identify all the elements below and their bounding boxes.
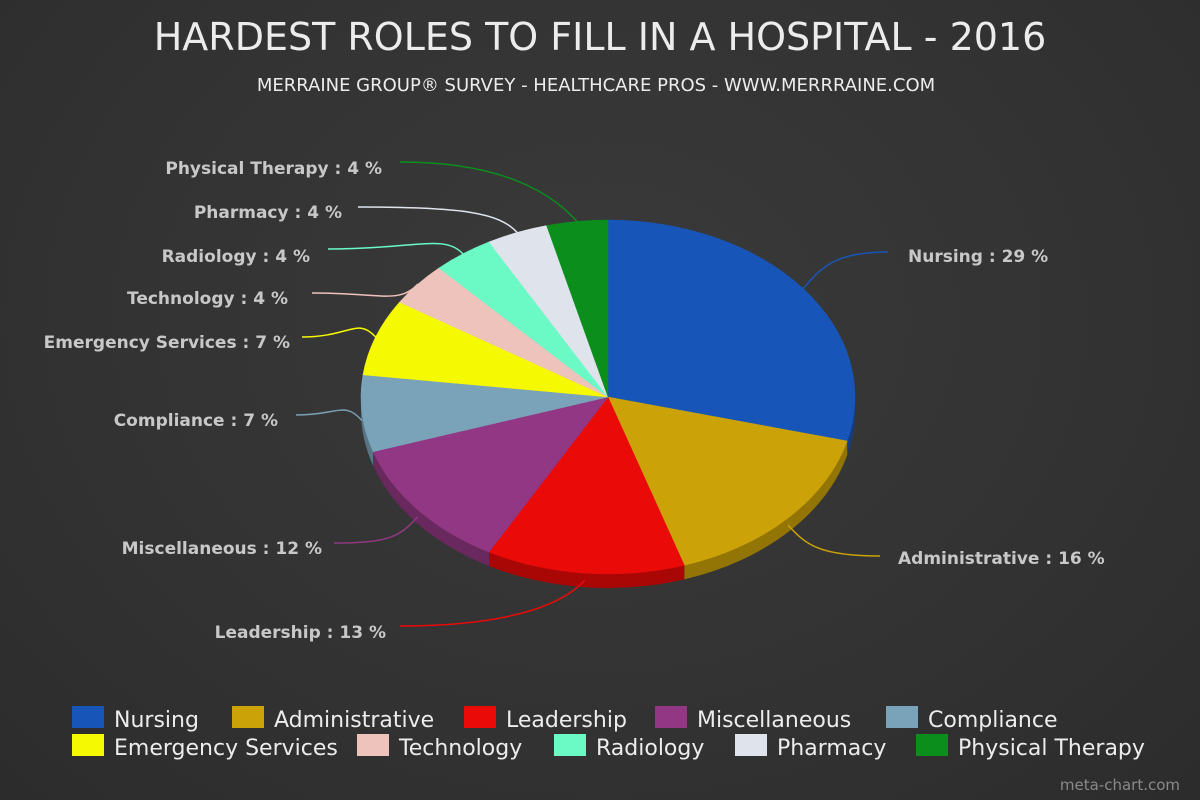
- legend-label-miscellaneous: Miscellaneous: [697, 708, 851, 733]
- pie-slice-leadership[interactable]: [488, 396, 685, 575]
- legend-swatch-pharmacy: [735, 734, 767, 756]
- legend-label-nursing: Nursing: [114, 708, 199, 733]
- connector-physical-therapy: [399, 161, 578, 222]
- legend-swatch-physical-therapy: [916, 734, 948, 756]
- chart-title: HARDEST ROLES TO FILL IN A HOSPITAL - 20…: [154, 15, 1047, 59]
- legend-label-technology: Technology: [398, 736, 522, 761]
- legend-label-physical-therapy: Physical Therapy: [958, 736, 1145, 761]
- connector-emergency-services: [301, 327, 377, 338]
- legend-item-technology[interactable]: Technology: [357, 734, 522, 761]
- data-labels: Nursing : 29 % Administrative : 16 % Leade…: [44, 159, 1105, 643]
- pie-side-compliance: [361, 397, 374, 466]
- data-label-administrative: Administrative : 16 %: [898, 549, 1105, 569]
- legend-item-leadership[interactable]: Leadership: [464, 706, 627, 733]
- data-label-compliance: Compliance : 7 %: [114, 411, 278, 431]
- legend-label-radiology: Radiology: [596, 736, 704, 761]
- legend: Nursing Administrative Leadership Miscellan…: [72, 706, 1145, 761]
- credit-text: meta-chart.com: [1060, 776, 1180, 794]
- legend-item-nursing[interactable]: Nursing: [72, 706, 199, 733]
- legend-item-miscellaneous[interactable]: Miscellaneous: [655, 706, 851, 733]
- pie-side-administrative: [684, 441, 848, 580]
- legend-label-compliance: Compliance: [928, 708, 1058, 733]
- legend-item-emergency-services[interactable]: Emergency Services: [72, 734, 338, 761]
- pie-slice-administrative[interactable]: [607, 396, 848, 566]
- connector-radiology: [327, 242, 464, 255]
- pie-slice-physical-therapy[interactable]: [546, 219, 609, 398]
- legend-item-administrative[interactable]: Administrative: [232, 706, 434, 733]
- pie-slice-compliance[interactable]: [360, 374, 609, 452]
- legend-swatch-compliance: [886, 706, 918, 728]
- connector-technology: [311, 283, 419, 297]
- data-label-emergency-services: Emergency Services : 7 %: [44, 333, 290, 353]
- pie-slice-nursing[interactable]: [607, 219, 856, 442]
- legend-swatch-emergency-services: [72, 734, 104, 756]
- legend-swatch-leadership: [464, 706, 496, 728]
- legend-label-leadership: Leadership: [506, 708, 627, 733]
- data-label-technology: Technology : 4 %: [127, 289, 288, 309]
- connector-leadership: [399, 579, 586, 627]
- pie-slice-miscellaneous[interactable]: [372, 396, 609, 553]
- data-label-leadership: Leadership : 13 %: [215, 623, 386, 643]
- legend-swatch-radiology: [554, 734, 586, 756]
- data-label-miscellaneous: Miscellaneous : 12 %: [122, 539, 322, 559]
- connector-compliance: [295, 409, 363, 422]
- legend-swatch-technology: [357, 734, 389, 756]
- pie-side-leadership: [489, 552, 685, 588]
- pie-slice-emergency-services[interactable]: [362, 301, 609, 398]
- chart-subtitle: MERRAINE GROUP® SURVEY - HEALTHCARE PROS…: [257, 75, 935, 96]
- connector-nursing: [802, 251, 889, 290]
- pie-depth-layer: [361, 397, 855, 588]
- legend-swatch-nursing: [72, 706, 104, 728]
- legend-swatch-miscellaneous: [655, 706, 687, 728]
- legend-item-pharmacy[interactable]: Pharmacy: [735, 734, 886, 761]
- data-label-pharmacy: Pharmacy : 4 %: [194, 203, 342, 223]
- legend-item-radiology[interactable]: Radiology: [554, 734, 704, 761]
- pie-side-nursing: [847, 397, 855, 456]
- legend-swatch-administrative: [232, 706, 264, 728]
- connector-administrative: [787, 524, 881, 557]
- legend-label-administrative: Administrative: [274, 708, 434, 733]
- legend-label-emergency-services: Emergency Services: [114, 736, 338, 761]
- connector-miscellaneous: [333, 516, 419, 544]
- data-label-nursing: Nursing : 29 %: [908, 247, 1048, 267]
- legend-item-compliance[interactable]: Compliance: [886, 706, 1058, 733]
- legend-label-pharmacy: Pharmacy: [777, 736, 886, 761]
- data-label-physical-therapy: Physical Therapy : 4 %: [165, 159, 382, 179]
- data-label-radiology: Radiology : 4 %: [162, 247, 310, 267]
- legend-item-physical-therapy[interactable]: Physical Therapy: [916, 734, 1145, 761]
- connector-pharmacy: [357, 206, 518, 233]
- pie-side-miscellaneous: [373, 451, 490, 567]
- pie-top-layer: [360, 219, 856, 575]
